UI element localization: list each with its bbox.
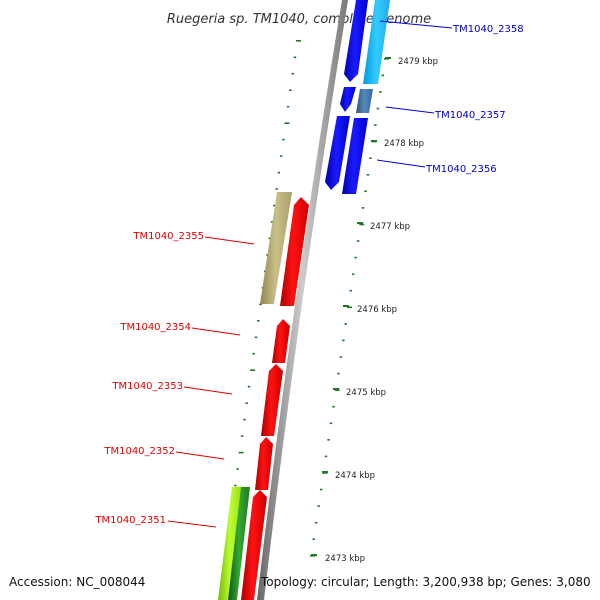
tick-dot	[325, 456, 328, 458]
tick-dot	[369, 157, 372, 159]
tick-dot	[345, 323, 348, 325]
tick-dot	[354, 257, 357, 259]
tick-dot	[255, 337, 258, 339]
tick-dot	[294, 57, 297, 59]
gene-label[interactable]: TM1040_2354	[119, 322, 191, 333]
reverse-strand-features	[325, 0, 390, 194]
scale-tick	[385, 57, 391, 59]
tick-dot	[282, 139, 285, 141]
label-leaders	[168, 21, 452, 527]
tick-dot	[246, 402, 249, 404]
tick-dot	[313, 538, 316, 540]
tick-dot	[315, 522, 318, 524]
tick-dot	[337, 373, 340, 375]
tick-dot	[342, 340, 345, 342]
scale-tick	[343, 305, 349, 307]
gene-labels: TM1040_2358 TM1040_2357 TM1040_2356 TM10…	[94, 24, 523, 526]
tick-dot	[289, 89, 292, 91]
scale-tick	[333, 388, 339, 390]
gene-label[interactable]: TM1040_2357	[434, 110, 506, 121]
tick-dot	[234, 485, 237, 487]
tick-dot	[330, 423, 333, 425]
tick-dot	[350, 290, 353, 292]
leader-line	[386, 107, 434, 113]
tick-dot	[320, 489, 323, 491]
scale-tick-label: 2473 kbp	[325, 554, 365, 564]
tick-dot	[374, 124, 377, 126]
gene-label[interactable]: TM1040_2355	[132, 231, 204, 242]
tick-dot	[280, 155, 283, 157]
tick-dot	[382, 75, 385, 77]
tick-dot	[248, 386, 251, 388]
tick-dot	[241, 435, 244, 437]
tick-dot	[327, 439, 330, 441]
leader-line	[205, 237, 254, 244]
gene-label[interactable]: TM1040_2351	[94, 515, 166, 526]
scale-tick	[357, 222, 363, 224]
leader-line	[192, 328, 240, 335]
tick-dot	[285, 122, 290, 124]
gene-TM1040-2352[interactable]	[255, 437, 273, 490]
tick-dot	[252, 353, 255, 355]
tick-dot	[364, 191, 367, 193]
accession-label: Accession: NC_008044	[9, 575, 145, 589]
scale-ticks: 2479 kbp 2478 kbp 2477 kbp 2476 kbp 2475…	[311, 57, 438, 564]
scale-tick-label: 2477 kbp	[370, 222, 410, 232]
scale-tick-label: 2475 kbp	[346, 388, 386, 398]
leader-line	[377, 160, 425, 167]
genome-summary-label: Topology: circular; Length: 3,200,938 bp…	[260, 575, 591, 589]
tick-dot	[236, 468, 239, 470]
genome-map-viewer: Ruegeria sp. TM1040, complete genome 247…	[0, 0, 600, 600]
leader-line	[168, 521, 216, 527]
scale-tick	[371, 140, 377, 142]
tick-dot	[340, 356, 343, 358]
map-title: Ruegeria sp. TM1040, complete genome	[167, 12, 431, 27]
leader-line	[184, 387, 232, 394]
gene-TM1040-2354[interactable]	[272, 319, 290, 363]
tick-dot	[377, 108, 380, 110]
tick-dot	[296, 40, 301, 42]
tick-dot	[362, 207, 365, 209]
tick-dot	[352, 273, 355, 275]
tick-dot	[379, 91, 382, 93]
gene-label[interactable]: TM1040_2353	[111, 381, 183, 392]
gene-label[interactable]: TM1040_2352	[103, 446, 175, 457]
tick-dot	[257, 320, 260, 322]
tick-dot	[278, 172, 281, 174]
scale-tick-label: 2479 kbp	[398, 57, 438, 67]
scale-tick	[311, 554, 317, 556]
tick-dot	[243, 419, 246, 421]
tick-dot	[291, 73, 294, 75]
tick-dot	[332, 406, 335, 408]
leader-line	[176, 452, 224, 459]
gene-TM1040-2357[interactable]	[340, 87, 356, 112]
tick-dot	[367, 174, 370, 176]
scale-tick-label: 2476 kbp	[357, 305, 397, 315]
scale-tick	[322, 471, 328, 473]
cog-feature-block[interactable]	[356, 89, 373, 113]
forward-strand-features	[218, 192, 309, 600]
tick-dot	[239, 452, 244, 454]
tick-dot	[275, 188, 278, 190]
gene-label[interactable]: TM1040_2358	[452, 24, 524, 35]
gene-label[interactable]: TM1040_2356	[425, 164, 497, 175]
tick-dot	[250, 369, 255, 371]
scale-tick-label: 2478 kbp	[384, 139, 424, 149]
scale-tick-label: 2474 kbp	[335, 471, 375, 481]
tick-dot	[287, 106, 290, 108]
tick-dot	[317, 505, 320, 507]
tick-dot	[357, 240, 360, 242]
